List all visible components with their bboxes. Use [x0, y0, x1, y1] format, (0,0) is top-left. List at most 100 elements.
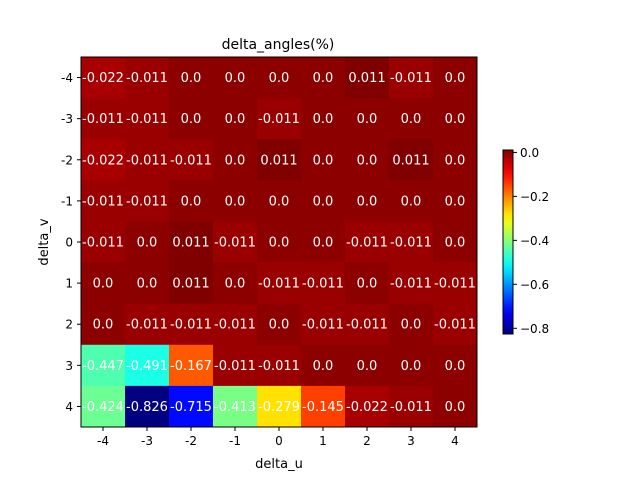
heatmap-cell	[125, 98, 170, 140]
cell-value-label: -0.022	[82, 71, 124, 86]
cell-value-label: 0.0	[357, 277, 378, 292]
cell-value-label: 0.0	[313, 194, 334, 209]
cell-value-label: 0.0	[225, 71, 246, 86]
heatmap-cell	[169, 344, 214, 387]
cell-value-label: 0.0	[269, 194, 290, 209]
heatmap-cell	[81, 57, 126, 99]
cell-value-label: -0.011	[258, 112, 300, 127]
heatmap-cell	[125, 385, 170, 428]
cell-value-label: 0.0	[225, 112, 246, 127]
cell-value-label: 0.0	[137, 236, 158, 251]
cell-value-label: -0.145	[302, 400, 344, 415]
x-tick-label: 0	[275, 434, 283, 448]
heatmap-cell	[389, 57, 434, 99]
cell-value-label: 0.0	[445, 71, 466, 86]
heatmap-cell	[345, 180, 390, 222]
cell-value-label: 0.0	[401, 112, 422, 127]
cell-value-label: -0.011	[302, 318, 344, 333]
cell-value-label: -0.011	[346, 236, 388, 251]
cell-value-label: 0.0	[313, 359, 334, 374]
cell-value-label: 0.011	[172, 277, 209, 292]
heatmap-cell	[169, 139, 214, 181]
cell-value-label: 0.0	[401, 194, 422, 209]
heatmap-cell	[389, 303, 434, 346]
cell-value-label: -0.011	[126, 194, 168, 209]
heatmap-cell	[81, 262, 126, 305]
heatmap-cell	[81, 221, 126, 264]
cell-value-label: -0.011	[214, 236, 256, 251]
x-tick-label: -1	[229, 434, 241, 448]
heatmap-cell	[301, 262, 346, 305]
heatmap-cell	[81, 180, 126, 222]
y-tick-label: -4	[61, 71, 73, 85]
cell-value-label: 0.0	[445, 236, 466, 251]
y-axis-label: delta_v	[37, 218, 52, 265]
heatmap-cell	[257, 180, 302, 222]
cell-value-label: 0.0	[93, 277, 114, 292]
x-axis-ticks: -4 -3 -2 -1 0 1 2 3 4	[97, 427, 459, 448]
heatmap-cell	[345, 262, 390, 305]
x-tick-label: -2	[185, 434, 197, 448]
cell-value-label: 0.011	[260, 153, 297, 168]
heatmap-cell	[301, 98, 346, 140]
cell-value-label: -0.011	[82, 194, 124, 209]
cell-value-label: 0.011	[348, 71, 385, 86]
heatmap-cell	[433, 180, 478, 222]
cell-value-label: 0.0	[445, 153, 466, 168]
cell-value-label: -0.011	[170, 318, 212, 333]
heatmap-cell	[169, 262, 214, 305]
heatmap-cell	[389, 180, 434, 222]
colorbar-tick-label: −0.4	[520, 234, 549, 248]
cell-value-label: 0.0	[269, 71, 290, 86]
y-tick-label: 3	[65, 359, 73, 373]
cell-value-label: 0.0	[313, 153, 334, 168]
heatmap-cell	[125, 262, 170, 305]
heatmap-cell	[389, 385, 434, 428]
heatmap-cell	[301, 139, 346, 181]
cell-value-label: -0.011	[214, 318, 256, 333]
cell-value-label: -0.011	[214, 359, 256, 374]
heatmap-cell	[213, 221, 258, 264]
heatmap-cell	[345, 221, 390, 264]
heatmap-cell	[213, 385, 258, 428]
colorbar-tick-label: −0.6	[520, 278, 549, 292]
heatmap-cell	[213, 139, 258, 181]
heatmap-cell	[389, 262, 434, 305]
heatmap-cell	[81, 303, 126, 346]
heatmap-cell	[257, 303, 302, 346]
heatmap-cell	[213, 180, 258, 222]
heatmap-cell	[81, 385, 126, 428]
heatmap-cell	[433, 139, 478, 181]
cell-value-label: 0.0	[445, 112, 466, 127]
y-tick-label: 1	[65, 277, 73, 291]
heatmap-cell	[433, 221, 478, 264]
heatmap-cell	[301, 221, 346, 264]
cell-value-label: -0.167	[170, 359, 212, 374]
heatmap-cell	[345, 98, 390, 140]
cell-value-label: -0.011	[346, 318, 388, 333]
heatmap-cell	[257, 262, 302, 305]
cell-value-label: -0.424	[82, 400, 124, 415]
heatmap-cell	[389, 98, 434, 140]
heatmap-cell	[301, 385, 346, 428]
x-tick-label: 2	[363, 434, 371, 448]
cell-value-label: -0.022	[82, 153, 124, 168]
y-tick-label: -3	[61, 112, 73, 126]
heatmap-cell	[81, 98, 126, 140]
heatmap-cell	[169, 57, 214, 99]
cell-value-label: 0.0	[225, 194, 246, 209]
cell-value-label: 0.0	[181, 194, 202, 209]
colorbar-tick-label: −0.2	[520, 190, 549, 204]
heatmap-cell	[433, 303, 478, 346]
heatmap-cell	[257, 57, 302, 99]
x-axis-label: delta_u	[255, 457, 303, 472]
x-tick-label: -4	[97, 434, 109, 448]
cell-value-label: -0.011	[390, 71, 432, 86]
heatmap-cell	[433, 344, 478, 387]
cell-value-label: 0.011	[172, 236, 209, 251]
cell-value-label: -0.022	[346, 400, 388, 415]
heatmap-cell	[125, 221, 170, 264]
cell-value-label: -0.011	[390, 277, 432, 292]
heatmap-cell	[301, 344, 346, 387]
